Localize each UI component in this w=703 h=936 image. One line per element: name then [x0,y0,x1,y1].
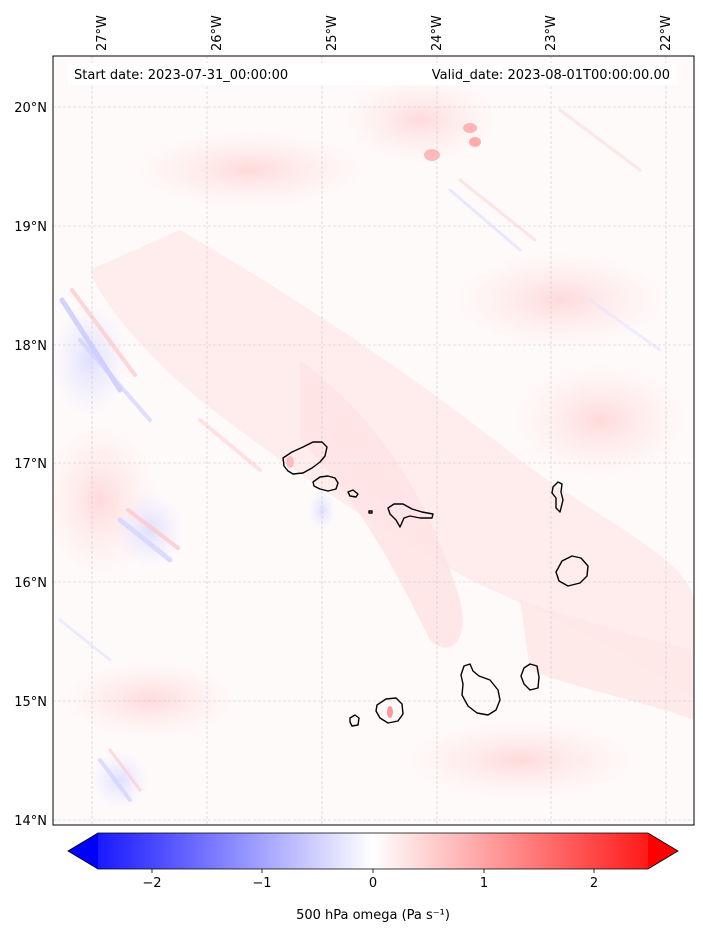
lon-tick-label: 24°W [430,15,445,51]
lat-tick-label: 19°N [14,220,47,235]
colorbar-extend-low [68,833,98,869]
island-fogo [375,697,404,724]
colorbar-tick-label: 1 [480,876,488,891]
colorbar-bar [68,833,678,869]
colorbar-ticks [151,869,595,873]
lat-tick-label: 17°N [14,457,47,472]
colorbar-label: 500 hPa omega (Pa s⁻¹) [296,908,450,923]
colorbar-tick-label: −2 [142,876,161,891]
lon-tick-labels: 27°W 26°W 25°W 24°W 23°W 22°W [95,15,674,51]
lat-tick-label: 16°N [14,576,47,591]
island-santiago [460,663,501,716]
lat-tick-labels: 20°N 19°N 18°N 17°N 16°N 15°N 14°N [14,101,47,829]
island-maio [520,663,540,691]
map-panel: Start date: 2023-07-31_00:00:00 Valid_da… [52,55,695,826]
start-date-label: Start date: 2023-07-31_00:00:00 [74,68,288,83]
colorbar-tick-label: −1 [252,876,271,891]
lat-tick-label: 15°N [14,695,47,710]
island-sal [551,481,564,513]
island-branco [368,510,373,514]
gridlines [53,56,694,825]
valid-date-label: Valid_date: 2023-08-01T00:00:00.00 [432,68,670,83]
map-frame [52,55,695,826]
colorbar-outline [67,832,679,870]
info-box [68,63,677,85]
island-boa-vista [555,555,589,587]
lat-tick-label: 18°N [14,339,47,354]
colorbar: −2 −1 0 1 2 500 hPa omega (Pa s⁻¹) [67,832,679,923]
island-santo-antao [282,441,328,475]
island-santa-luzia [347,489,359,498]
colorbar-extend-high [648,833,678,869]
lat-tick-label: 14°N [14,814,47,829]
island-brava [349,714,360,727]
colorbar-tick-label: 2 [590,876,598,891]
omega-field [53,75,694,810]
lon-tick-label: 27°W [95,15,110,51]
colorbar-tick-label: 0 [369,876,377,891]
coastlines [282,441,589,727]
island-sao-vicente [312,475,339,492]
lon-tick-label: 26°W [210,15,225,51]
lon-tick-label: 25°W [325,15,340,51]
island-sao-nicolau [387,503,434,528]
lat-tick-label: 20°N [14,101,47,116]
lon-tick-label: 23°W [544,15,559,51]
lon-tick-label: 22°W [659,15,674,51]
